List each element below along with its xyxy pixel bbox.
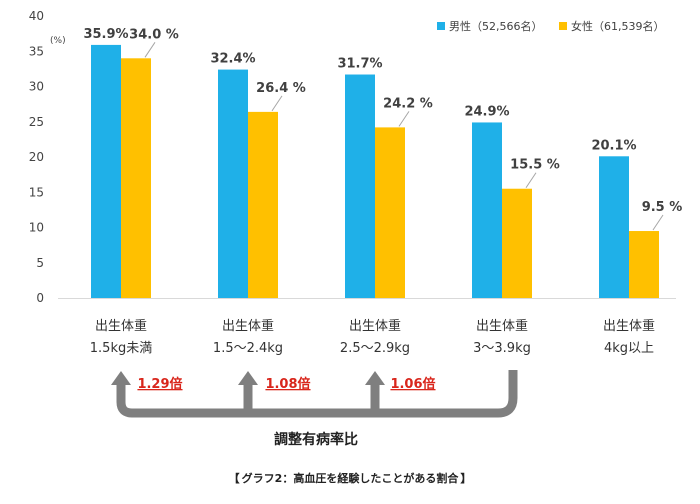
figure-caption: 【グラフ2：高血圧を経験したことがある割合】 <box>0 470 700 486</box>
ratio-axis-title: 調整有病率比 <box>274 431 358 448</box>
category-label-line2: 4kg以上 <box>604 341 654 356</box>
category-label-line1: 出生体重 <box>603 318 655 334</box>
data-label-male: 20.1% <box>591 138 636 153</box>
ratio-label: 1.29倍 <box>137 376 182 392</box>
y-tick-label: 35 <box>29 44 44 58</box>
data-label-female: 15.5 % <box>510 158 560 173</box>
category-label-line2: 1.5～2.4kg <box>213 341 283 356</box>
legend-swatch-female <box>559 22 567 30</box>
bar-male <box>345 74 375 298</box>
y-tick-label: 30 <box>29 80 44 94</box>
bar-male <box>218 69 248 298</box>
up-arrow-icon <box>111 371 131 385</box>
bar-female <box>502 188 532 298</box>
bar-male <box>472 122 502 298</box>
category-label-line1: 出生体重 <box>95 318 147 334</box>
data-label-female: 26.4 % <box>256 81 306 96</box>
category-label-line1: 出生体重 <box>349 318 401 334</box>
up-arrow-icon <box>238 371 258 385</box>
legend: 男性（52,566名） 女性（61,539名） <box>437 19 665 33</box>
data-label-male: 31.7% <box>337 57 382 72</box>
data-label-female: 24.2 % <box>383 96 433 111</box>
category-label-line2: 3～3.9kg <box>473 341 531 356</box>
legend-label-female: 女性（61,539名） <box>571 19 665 33</box>
category-label-line1: 出生体重 <box>222 318 274 334</box>
leader-line <box>652 214 664 231</box>
bar-female <box>375 127 405 298</box>
y-tick-label: 15 <box>29 185 44 199</box>
data-label-male: 24.9% <box>464 104 509 119</box>
category-label-line1: 出生体重 <box>476 318 528 334</box>
ratio-label: 1.06倍 <box>390 376 435 392</box>
y-tick-label: 40 <box>29 9 44 23</box>
caption-open-bracket: 【 <box>228 472 240 485</box>
data-labels: 35.9% 34.0 % 32.4%26.4 % 31.7% 24.2 % 24.9% 15… <box>83 27 683 231</box>
y-tick-label: 25 <box>29 115 44 129</box>
bar-chart: 0 5 10 15 20 25 30 35 40 (%) 35.9% 34.0 % 32.4%26.4… <box>29 9 683 448</box>
up-arrow-icon <box>365 371 385 385</box>
y-tick-label: 5 <box>36 256 44 270</box>
data-label-female: 34.0 % <box>129 27 179 42</box>
legend-label-male: 男性（52,566名） <box>449 19 543 33</box>
bar-male <box>599 156 629 298</box>
y-unit-label: (%) <box>50 36 66 46</box>
bar-female <box>121 58 151 298</box>
y-axis: 0 5 10 15 20 25 30 35 40 (%) <box>29 9 676 305</box>
leader-line <box>525 172 537 189</box>
caption-close-bracket: 】 <box>460 472 472 485</box>
data-label-male: 32.4% <box>210 52 255 67</box>
y-tick-label: 0 <box>36 291 44 305</box>
legend-swatch-male <box>437 22 445 30</box>
caption-text: グラフ2：高血圧を経験したことがある割合 <box>241 472 459 485</box>
bars <box>91 44 659 298</box>
y-tick-label: 10 <box>29 221 44 235</box>
y-tick-label: 20 <box>29 150 44 164</box>
leader-line <box>271 95 283 112</box>
bar-female <box>629 231 659 298</box>
leader-line <box>398 111 410 127</box>
category-labels: 出生体重1.5kg未満出生体重1.5～2.4kg出生体重2.5～2.9kg出生体… <box>90 318 655 356</box>
data-label-male: 35.9% <box>83 27 128 42</box>
leader-line <box>144 42 156 58</box>
ratio-label: 1.08倍 <box>265 376 310 392</box>
category-label-line2: 2.5～2.9kg <box>340 341 410 356</box>
bracket-path <box>116 370 518 418</box>
bar-female <box>248 111 278 298</box>
bar-male <box>91 44 121 298</box>
category-label-line2: 1.5kg未満 <box>90 341 152 356</box>
data-label-female: 9.5 % <box>642 200 683 215</box>
